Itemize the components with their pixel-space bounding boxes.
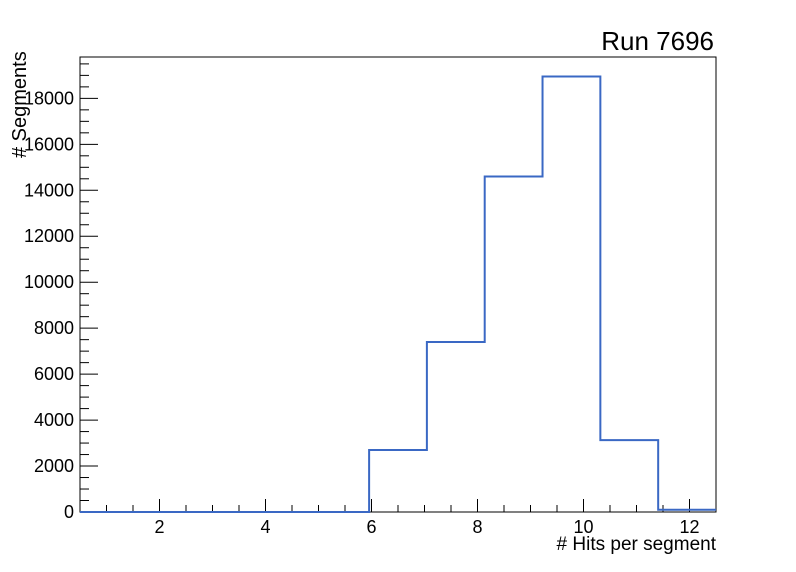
- y-tick-label: 16000: [24, 134, 74, 154]
- x-tick-label: 12: [679, 517, 699, 537]
- y-tick-label: 4000: [34, 410, 74, 430]
- y-tick-label: 10000: [24, 272, 74, 292]
- y-tick-label: 18000: [24, 88, 74, 108]
- x-tick-label: 10: [573, 517, 593, 537]
- y-tick-label: 0: [64, 502, 74, 522]
- x-tick-label: 8: [472, 517, 482, 537]
- y-tick-label: 14000: [24, 180, 74, 200]
- chart-title: Run 7696: [601, 26, 714, 56]
- y-axis-title: # Segments: [9, 51, 31, 158]
- y-tick-label: 2000: [34, 456, 74, 476]
- plot-area: 0 2000 4000 6000 8000 10000 12000 14000 16000 180…: [24, 56, 717, 537]
- x-tick-label: 4: [260, 517, 270, 537]
- x-tick-label: 2: [154, 517, 164, 537]
- y-tick-label: 8000: [34, 318, 74, 338]
- histogram-line: [80, 75, 716, 513]
- y-tick-label: 12000: [24, 226, 74, 246]
- plot-frame: [79, 56, 717, 513]
- x-tick-label: 6: [366, 517, 376, 537]
- y-tick-label: 6000: [34, 364, 74, 384]
- x-axis-title: # Hits per segment: [557, 534, 717, 555]
